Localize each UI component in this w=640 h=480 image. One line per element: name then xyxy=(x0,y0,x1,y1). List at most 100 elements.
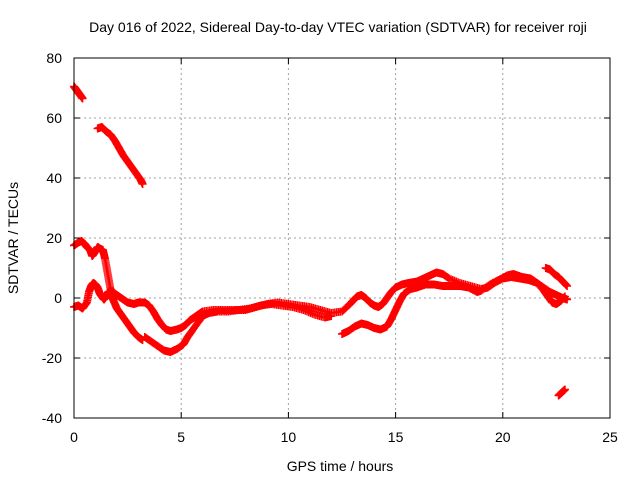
data-point xyxy=(92,281,95,285)
data-point xyxy=(143,301,146,304)
data-point xyxy=(85,301,89,304)
data-point xyxy=(96,245,99,249)
data-point xyxy=(563,388,567,391)
data-point xyxy=(450,284,453,288)
data-point xyxy=(207,311,211,315)
data-point xyxy=(162,349,166,352)
data-point xyxy=(109,133,112,136)
data-point xyxy=(467,286,470,289)
data-point xyxy=(180,326,183,330)
x-tick-label: 20 xyxy=(495,429,511,445)
data-point xyxy=(117,146,121,150)
data-point xyxy=(101,248,105,252)
data-point xyxy=(475,290,479,294)
data-point xyxy=(74,88,78,91)
data-point xyxy=(89,284,93,288)
data-point xyxy=(394,308,397,312)
data-point xyxy=(98,292,101,295)
data-point xyxy=(505,274,509,277)
data-point xyxy=(398,299,402,303)
x-tick-label: 25 xyxy=(602,429,618,445)
data-point xyxy=(119,313,123,316)
series-arc-8 xyxy=(554,385,569,400)
data-point xyxy=(98,247,101,250)
data-point xyxy=(280,304,284,307)
data-point xyxy=(132,302,136,306)
data-point xyxy=(104,130,108,133)
data-point xyxy=(156,344,159,348)
data-point xyxy=(237,308,241,312)
data-point xyxy=(542,286,545,289)
data-point xyxy=(156,317,159,321)
data-point xyxy=(94,283,97,286)
y-tick-label: -40 xyxy=(42,410,62,426)
series-arc-6 xyxy=(338,270,572,338)
y-tick-label: 20 xyxy=(46,230,62,246)
data-point xyxy=(106,269,109,273)
data-point xyxy=(407,281,410,285)
data-point xyxy=(147,304,151,307)
data-point xyxy=(553,272,556,276)
data-point xyxy=(141,182,144,186)
data-point xyxy=(77,241,80,244)
data-point xyxy=(424,283,427,286)
data-point xyxy=(113,139,116,142)
data-point xyxy=(115,307,119,310)
data-point xyxy=(550,301,554,304)
x-tick-label: 0 xyxy=(70,429,78,445)
data-point xyxy=(565,284,569,288)
tick-labels: 0 5 10 15 20 25 -40 -20 0 20 40 60 80 xyxy=(42,50,618,445)
data-point xyxy=(259,304,262,307)
data-point xyxy=(544,266,547,270)
data-point xyxy=(192,316,196,319)
data-point xyxy=(402,292,406,295)
data-point xyxy=(77,91,80,94)
x-tick-label: 15 xyxy=(388,429,404,445)
data-point xyxy=(480,289,483,292)
data-series xyxy=(70,82,572,400)
data-point xyxy=(390,290,393,294)
data-point xyxy=(535,281,539,285)
data-point xyxy=(227,310,230,313)
data-point xyxy=(448,277,451,280)
data-point xyxy=(175,328,179,331)
series-arc-2 xyxy=(93,123,147,188)
data-point xyxy=(432,283,436,286)
y-tick-label: -20 xyxy=(42,350,62,366)
data-point xyxy=(201,314,204,318)
data-point xyxy=(560,391,563,394)
data-point xyxy=(458,284,462,288)
data-point xyxy=(126,160,129,163)
chart-title: Day 016 of 2022, Sidereal Day-to-day VTE… xyxy=(89,19,587,35)
data-point xyxy=(102,298,106,301)
series-arc-5 xyxy=(140,300,336,356)
data-point xyxy=(415,286,419,289)
data-point xyxy=(372,304,376,307)
data-point xyxy=(381,302,384,306)
data-point xyxy=(128,325,131,328)
data-point xyxy=(312,313,316,316)
data-point xyxy=(108,281,111,285)
series-arc-7 xyxy=(541,264,572,290)
data-point xyxy=(96,286,99,289)
data-point xyxy=(79,94,82,97)
y-tick-label: 0 xyxy=(54,290,62,306)
data-point xyxy=(164,328,168,331)
data-point xyxy=(137,301,140,304)
data-point xyxy=(143,335,146,339)
data-point xyxy=(81,97,84,100)
data-point xyxy=(103,257,107,261)
data-point xyxy=(152,310,155,313)
data-point xyxy=(112,299,115,303)
data-point xyxy=(139,178,142,181)
data-point xyxy=(77,304,80,307)
data-point xyxy=(355,295,359,298)
data-point xyxy=(130,166,134,169)
data-point xyxy=(347,304,350,307)
data-point xyxy=(319,308,322,312)
data-point xyxy=(394,286,397,289)
data-point xyxy=(555,302,558,306)
data-point xyxy=(415,280,419,283)
data-point xyxy=(134,172,138,175)
data-point xyxy=(347,329,350,333)
